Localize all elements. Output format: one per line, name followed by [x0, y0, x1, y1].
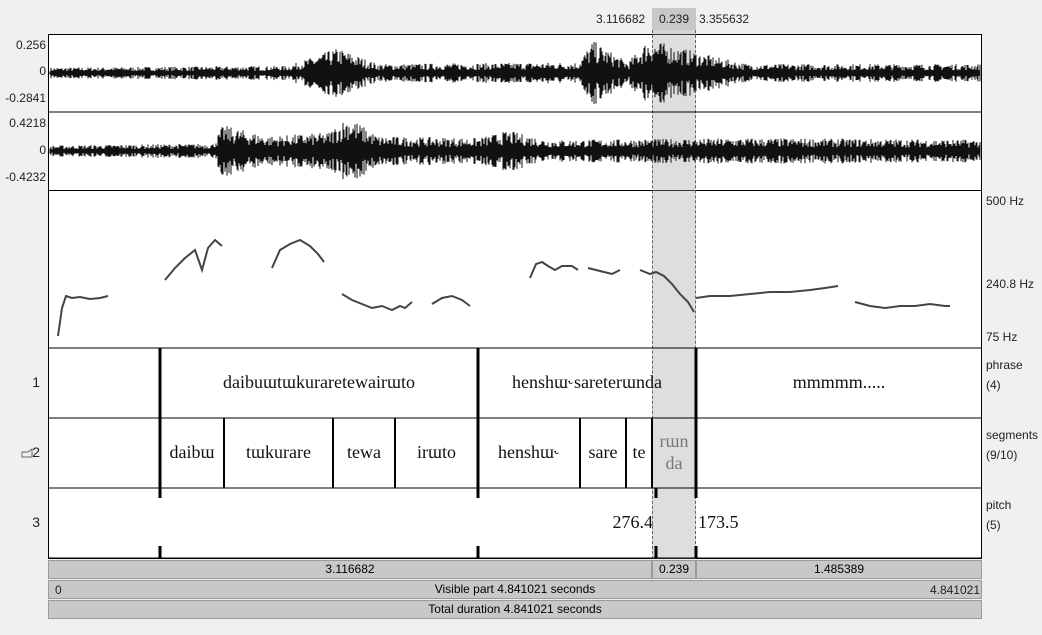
visible-end: 4.841021: [929, 583, 980, 597]
tier-name: pitch: [986, 498, 1012, 512]
interval-label: tɯkurare: [246, 442, 311, 462]
interval-label: sare: [588, 442, 618, 462]
waveform: [49, 41, 981, 105]
interval-label: daibɯ: [169, 442, 215, 462]
point-label: 173.5: [698, 512, 739, 532]
interval-label: daibuɯtɯkuraretewairɯto: [223, 372, 415, 392]
pitch-min: 75 Hz: [986, 330, 1018, 344]
tier-number: 2: [32, 444, 40, 460]
annotation-panel: [48, 190, 982, 559]
interval-label: henshɯ˞: [498, 442, 560, 462]
pointer-icon: [21, 448, 33, 458]
channel-zero: 0: [39, 64, 46, 78]
channel-max: 0.256: [15, 38, 46, 52]
time-selection-start: 3.116682: [596, 12, 646, 26]
time-selection-length[interactable]: 0.239: [652, 8, 696, 30]
pitch-mid: 240.8 Hz: [986, 277, 1035, 291]
visible-bar[interactable]: Visible part 4.841021 seconds: [48, 580, 982, 599]
channel-min: -0.4232: [5, 170, 46, 184]
pitch-max: 500 Hz: [986, 194, 1025, 208]
interval-label: mmmmm.....: [792, 372, 886, 392]
visible-start: 0: [55, 583, 62, 597]
waveform: [49, 122, 981, 180]
pitch-contour: [57, 238, 950, 337]
tier-count: (4): [986, 378, 1001, 392]
duration-before[interactable]: 3.116682: [48, 560, 652, 579]
tier-name: segments: [986, 428, 1039, 442]
interval-label: irɯto: [417, 442, 456, 462]
tier-number: 3: [32, 514, 40, 530]
selection: [652, 30, 696, 559]
interval-label: te: [632, 442, 646, 462]
channel-max: 0.4218: [9, 116, 46, 130]
tier-name: phrase: [986, 358, 1023, 372]
channel-zero: 0: [39, 143, 46, 157]
interval-label: henshɯ˞sareterɯnda: [512, 372, 662, 392]
time-selection-end: 3.355632: [699, 12, 750, 26]
interval-label: rɯn da: [659, 431, 689, 473]
tier-number: 1: [32, 374, 40, 390]
tier-count: (9/10): [986, 448, 1018, 462]
duration-after[interactable]: 1.485389: [696, 560, 982, 579]
interval-label: tewa: [347, 442, 381, 462]
total-bar[interactable]: Total duration 4.841021 seconds: [48, 600, 982, 619]
tier-count: (5): [986, 518, 1001, 532]
channel-min: -0.2841: [5, 91, 46, 105]
duration-selection[interactable]: 0.239: [652, 560, 696, 579]
point-label: 276.4: [612, 512, 654, 532]
